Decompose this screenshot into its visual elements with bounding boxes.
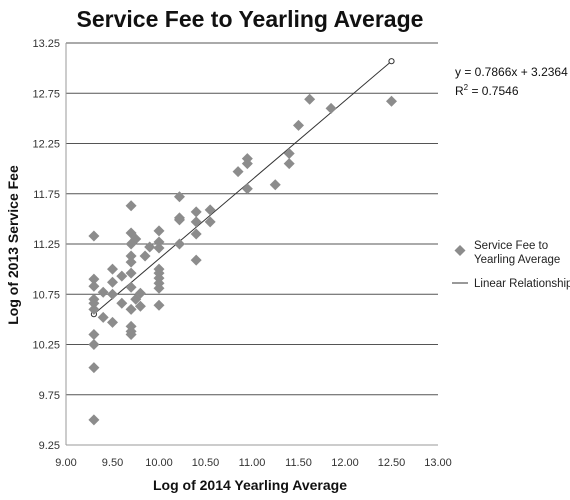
data-point [293,119,304,131]
data-point [97,311,109,323]
y-tick-label: 9.25 [39,440,60,452]
data-point [241,183,253,195]
y-tick-label: 12.25 [32,139,60,151]
y-tick-label: 10.25 [32,340,60,352]
x-tick-label: 10.00 [145,457,173,469]
data-point [153,225,165,237]
data-point [204,204,216,216]
data-point [204,216,216,228]
x-tick-label: 12.50 [378,457,406,469]
linear-relationship-line [93,60,392,315]
x-tick-label: 12.00 [331,457,359,469]
data-point [125,281,137,293]
data-point [241,158,253,170]
data-point [173,214,185,226]
data-point [130,233,142,245]
y-tick-labels: 9.25 9.75 10.25 10.75 11.25 11.75 12.25 12.75 13… [32,38,60,452]
data-point [283,158,295,170]
data-point [173,238,185,250]
data-point [88,362,100,374]
trendline-equation: y = 0.7866x + 3.2364 [455,65,568,79]
data-point [116,297,128,309]
x-tick-label: 9.00 [55,457,76,469]
scatter-points [88,93,397,426]
data-point [125,267,137,279]
x-tick-label: 9.50 [102,457,123,469]
data-point [304,93,316,105]
data-point [107,263,118,275]
data-point [232,166,244,178]
data-point [88,280,100,292]
data-point [107,276,118,288]
legend-label-scatter: Service Fee to Yearling Average [474,240,560,266]
x-tick-label: 11.50 [285,457,312,469]
chart-title: Service Fee to Yearling Average [77,6,424,32]
data-point [190,206,202,218]
data-point [125,250,137,262]
y-tick-label: 11.75 [33,189,60,201]
data-point [153,282,165,294]
x-tick-label: 10.50 [192,457,220,469]
data-point [125,200,137,212]
trendline-end-marker [388,58,395,65]
data-point [88,339,100,350]
data-point [88,414,100,426]
r-squared-superscript: 2 [464,83,469,92]
data-point [283,148,295,160]
legend: Service Fee to Yearling Average Linear R… [452,240,570,290]
data-point [173,191,185,203]
data-point [386,95,397,107]
data-point [144,241,156,253]
data-point [88,303,100,315]
data-point [125,303,137,315]
x-tick-label: 11.00 [239,457,266,469]
x-tick-label: 13.00 [424,457,452,469]
data-point [190,254,202,266]
y-tick-label: 10.75 [32,289,60,301]
y-tick-label: 12.75 [32,88,60,100]
x-tick-labels: 9.00 9.50 10.00 10.50 11.00 11.50 12.00 12.50 13… [55,457,451,469]
data-point [107,288,118,300]
data-point [153,242,165,254]
r-squared-symbol: R [455,84,464,98]
data-point [125,328,137,340]
data-point [325,102,337,114]
data-point [125,256,137,268]
legend-label-scatter-line2: Yearling Average [474,254,560,266]
y-tick-label: 13.25 [32,38,60,50]
data-point [153,236,165,248]
data-point [190,216,202,228]
data-point [134,287,146,299]
data-point [88,328,100,340]
legend-label-scatter-line1: Service Fee to [474,240,548,252]
data-point [116,270,128,282]
y-tick-label: 11.25 [33,239,60,251]
y-axis-title: Log of 2013 Service Fee [5,165,21,325]
x-axis-title: Log of 2014 Yearling Average [153,477,347,493]
y-tick-label: 9.75 [39,390,60,402]
grid-lines [66,42,438,446]
data-point [88,297,100,309]
r-squared-value: = 0.7546 [468,84,519,98]
data-point [88,230,100,242]
data-point [107,316,118,328]
data-point [153,299,165,311]
legend-label-line: Linear Relationship [474,278,570,290]
data-point [269,179,281,191]
data-point [134,300,146,312]
data-point [97,286,109,298]
data-point [139,250,151,262]
data-point [88,273,100,285]
r-squared-label: R2 = 0.7546 [455,83,519,98]
legend-diamond-marker [454,245,466,256]
data-point [190,228,202,240]
